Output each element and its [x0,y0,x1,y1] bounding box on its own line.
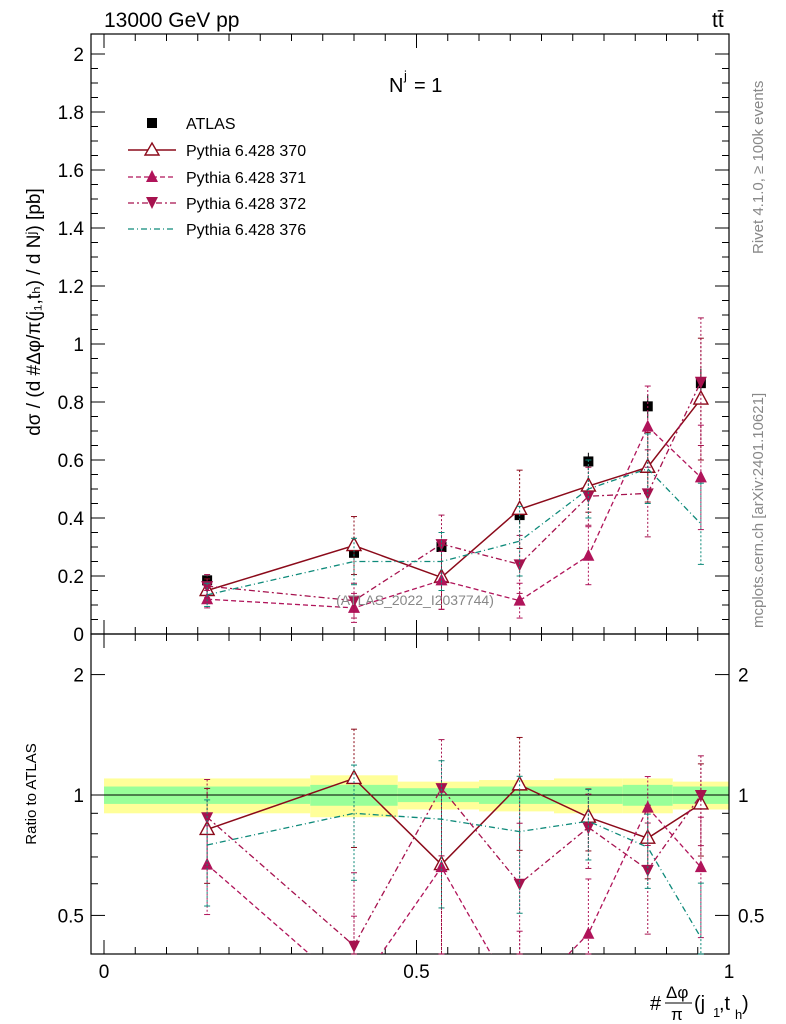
main-y-tick-label: 0.6 [58,451,84,472]
x-label-args: (j [694,993,705,1015]
mc-point-p371 [513,593,526,606]
main-y-tick-label: 1 [73,335,84,356]
series-data [202,368,706,586]
legend-marker-atlas [147,118,157,128]
mc-point-p372 [513,559,526,572]
main-y-tick-label: 0.2 [58,567,84,588]
main-y-tick-label: 0.8 [58,393,84,414]
ratio-y-tick-label-right: 0.5 [738,906,764,927]
ratio-y-tick-label-right: 2 [738,666,749,687]
energy-label: 13000 GeV pp [104,9,239,32]
x-label-sub2: h [735,1007,742,1022]
ratio-y-tick-label: 0.5 [58,906,84,927]
x-tick-label: 0 [99,962,110,983]
mc-point-p371 [694,470,707,483]
ratio-y-tick-label: 1 [73,786,84,807]
nj-label: N [389,75,403,97]
legend-entry-atlas: ATLAS [147,116,236,133]
legend-marker-p370 [143,141,161,156]
main-y-axis-label: dσ / (d #Δφ/π(j₁,tₕ) / d Nʲ) [pb] [24,188,45,436]
legend-label-p376: Pythia 6.428 376 [186,222,306,239]
main-y-tick-label: 0.4 [58,509,85,530]
legend-label-p370: Pythia 6.428 370 [186,143,306,160]
mc-point-p371 [435,573,448,586]
legend: ATLAS Pythia 6.428 370 Pythia 6.428 371 … [128,116,306,239]
x-label-den: π [671,1005,683,1024]
ratio-line-p371 [206,806,702,954]
nj-sup: j [403,68,407,83]
ratio-point-p371 [641,800,654,813]
axis-ticks: 0 0.2 0.4 0.6 0.8 1 1.2 1.4 1.6 1.8 2 0 0.5 1 0.5 0.5 1 1… [58,34,764,983]
legend-label-p372: Pythia 6.428 372 [186,196,306,213]
ratio-line-p376 [206,812,702,938]
nj-value: = 1 [414,75,442,97]
x-label-hash: # [650,993,662,1015]
mc-point-p370 [639,457,656,473]
ratio-point-p372 [348,940,360,953]
main-y-tick-label: 2 [73,45,84,66]
legend-entry-p371: Pythia 6.428 371 [128,170,306,187]
mc-point-p372 [348,595,360,608]
series-line-p371 [207,425,702,609]
ratio-series-p372 [201,739,707,955]
rivet-label: Rivet 4.1.0, ≥ 100k events [750,81,767,254]
legend-marker-p372 [146,197,158,209]
ratio-y-axis-label: Ratio to ATLAS [23,743,40,844]
legend-entry-p372: Pythia 6.428 372 [128,196,306,213]
legend-label-atlas: ATLAS [186,116,236,133]
ratio-y-tick-label-right: 1 [738,786,749,807]
ratio-plot-frame [90,633,730,955]
ratio-point-p371 [694,860,707,873]
mcplots-label: mcplots.cern.ch [arXiv:2401.10621] [750,393,767,628]
ratio-series-layer [198,728,710,955]
main-y-tick-label: 1.2 [58,277,84,298]
analysis-id: (ATLAS_2022_I2037744) [336,592,494,608]
main-y-tick-label: 1.8 [58,103,84,124]
mc-point-p371 [641,419,654,432]
x-axis-label: # Δφ π (j 1 ,t h ) [650,983,749,1024]
series-layer [198,317,710,623]
x-label-num: Δφ [666,983,688,1002]
mc-point-p372 [201,581,214,594]
mc-point-p372 [694,376,707,389]
mc-point-p371 [582,548,595,561]
main-y-tick-label: 1.6 [58,161,84,182]
x-label-sub1: 1 [713,1005,720,1020]
ratio-uncertainty-bands [104,775,729,818]
x-tick-label: 0.5 [403,962,429,983]
x-label-mid: ,t [719,993,731,1015]
ratio-point-p372 [582,822,595,835]
series-p372 [201,317,707,619]
ratio-point-p370 [345,768,363,785]
series-p376 [204,433,704,607]
legend-marker-p371 [146,170,158,182]
legend-entry-p376: Pythia 6.428 376 [128,222,306,239]
series-p371 [201,385,707,623]
ratio-point-p372 [201,812,214,825]
mc-point-p370 [692,389,710,405]
legend-entry-p370: Pythia 6.428 370 [128,141,306,160]
process-label: tt̄ [712,9,724,32]
x-label-close: ) [742,993,749,1015]
legend-label-p371: Pythia 6.428 371 [186,170,306,187]
series-line-p376 [206,467,702,596]
ratio-y-tick-label: 2 [73,666,84,687]
main-y-tick-label: 1.4 [58,219,85,240]
main-y-tick-label: 0 [73,625,84,646]
ratio-point-p372 [694,790,707,802]
ratio-series-p376 [204,760,704,955]
x-tick-label: 1 [724,962,735,983]
ratio-point-p371 [582,926,595,939]
